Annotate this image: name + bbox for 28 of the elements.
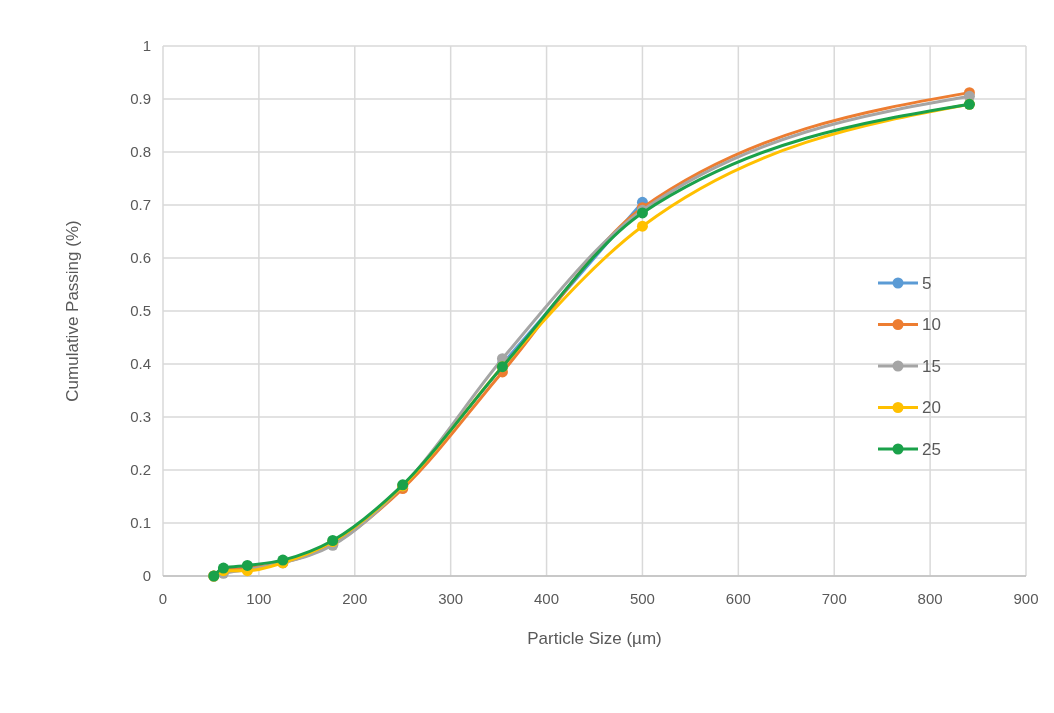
y-tick-label: 0.7	[130, 196, 151, 214]
x-axis-title: Particle Size (µm)	[527, 629, 662, 648]
y-axis-title: Cumulative Passing (%)	[63, 220, 82, 402]
x-tick-label: 700	[821, 590, 847, 607]
x-tick-label: 200	[342, 590, 368, 607]
y-tick-label: 0.8	[130, 143, 151, 161]
legend-label: 5	[922, 273, 932, 293]
y-tick-label: 0.4	[130, 355, 151, 373]
y-tick-label: 0	[142, 567, 151, 585]
legend-label: 15	[922, 356, 941, 376]
x-tick-label: 900	[1013, 590, 1039, 607]
x-tick-label: 100	[246, 590, 272, 607]
legend-label: 10	[922, 315, 941, 335]
x-tick-label: 300	[438, 590, 464, 607]
x-tick-label: 400	[534, 590, 560, 607]
x-tick-label: 500	[629, 590, 655, 607]
y-tick-label: 0.1	[130, 514, 151, 532]
legend-label: 20	[922, 398, 941, 418]
y-tick-label: 0.2	[130, 461, 151, 479]
x-tick-label: 600	[725, 590, 751, 607]
y-tick-label: 0.9	[130, 90, 151, 108]
legend-label: 25	[922, 439, 941, 459]
x-tick-label: 0	[158, 590, 168, 607]
y-tick-label: 0.5	[130, 302, 151, 320]
y-tick-label: 1	[142, 37, 151, 55]
y-tick-label: 0.6	[130, 249, 151, 267]
x-tick-label: 800	[917, 590, 943, 607]
y-tick-label: 0.3	[130, 408, 151, 426]
